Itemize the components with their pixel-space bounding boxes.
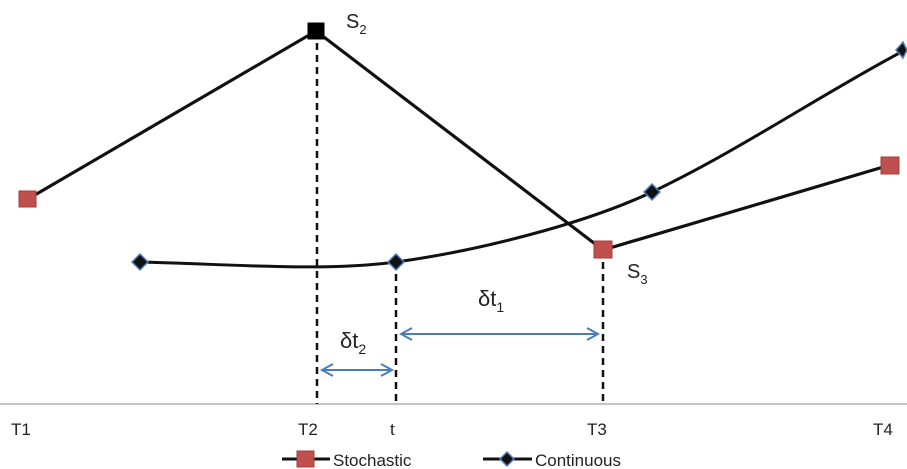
stochastic-series-line xyxy=(27,29,891,252)
continuous-point-4 xyxy=(895,40,907,60)
legend-stochastic-marker xyxy=(296,450,315,468)
legend-stochastic-label: Stochastic xyxy=(333,451,412,469)
dt1-arrow-head-right xyxy=(586,327,601,341)
axis-label-t4: T4 xyxy=(873,420,893,439)
legend: Stochastic Continuous xyxy=(282,450,621,469)
s3-label: S3 xyxy=(627,261,648,287)
dt2-arrow-head-right xyxy=(380,363,395,377)
axis-label-t: t xyxy=(390,420,395,439)
axis-label-t2: T2 xyxy=(298,420,318,439)
dt1-label: δt1 xyxy=(478,286,504,315)
continuous-point-3 xyxy=(642,182,662,202)
stochastic-point-s2 xyxy=(307,22,325,40)
s2-label: S2 xyxy=(346,11,367,37)
stochastic-point-t1 xyxy=(18,190,37,208)
legend-continuous-marker xyxy=(498,450,516,468)
axis-label-t3: T3 xyxy=(587,420,607,439)
dt2-label: δt2 xyxy=(340,328,366,357)
dt1-arrow-head-left xyxy=(398,327,413,341)
legend-continuous-label: Continuous xyxy=(535,451,621,469)
continuous-point-t xyxy=(386,252,406,272)
continuous-series-curve xyxy=(139,48,906,269)
stochastic-point-s3 xyxy=(593,240,613,259)
axis-label-t1: T1 xyxy=(11,420,31,439)
dt2-arrow-head-left xyxy=(319,363,334,377)
continuous-point-1 xyxy=(130,252,150,272)
stochastic-point-t4 xyxy=(880,156,900,175)
